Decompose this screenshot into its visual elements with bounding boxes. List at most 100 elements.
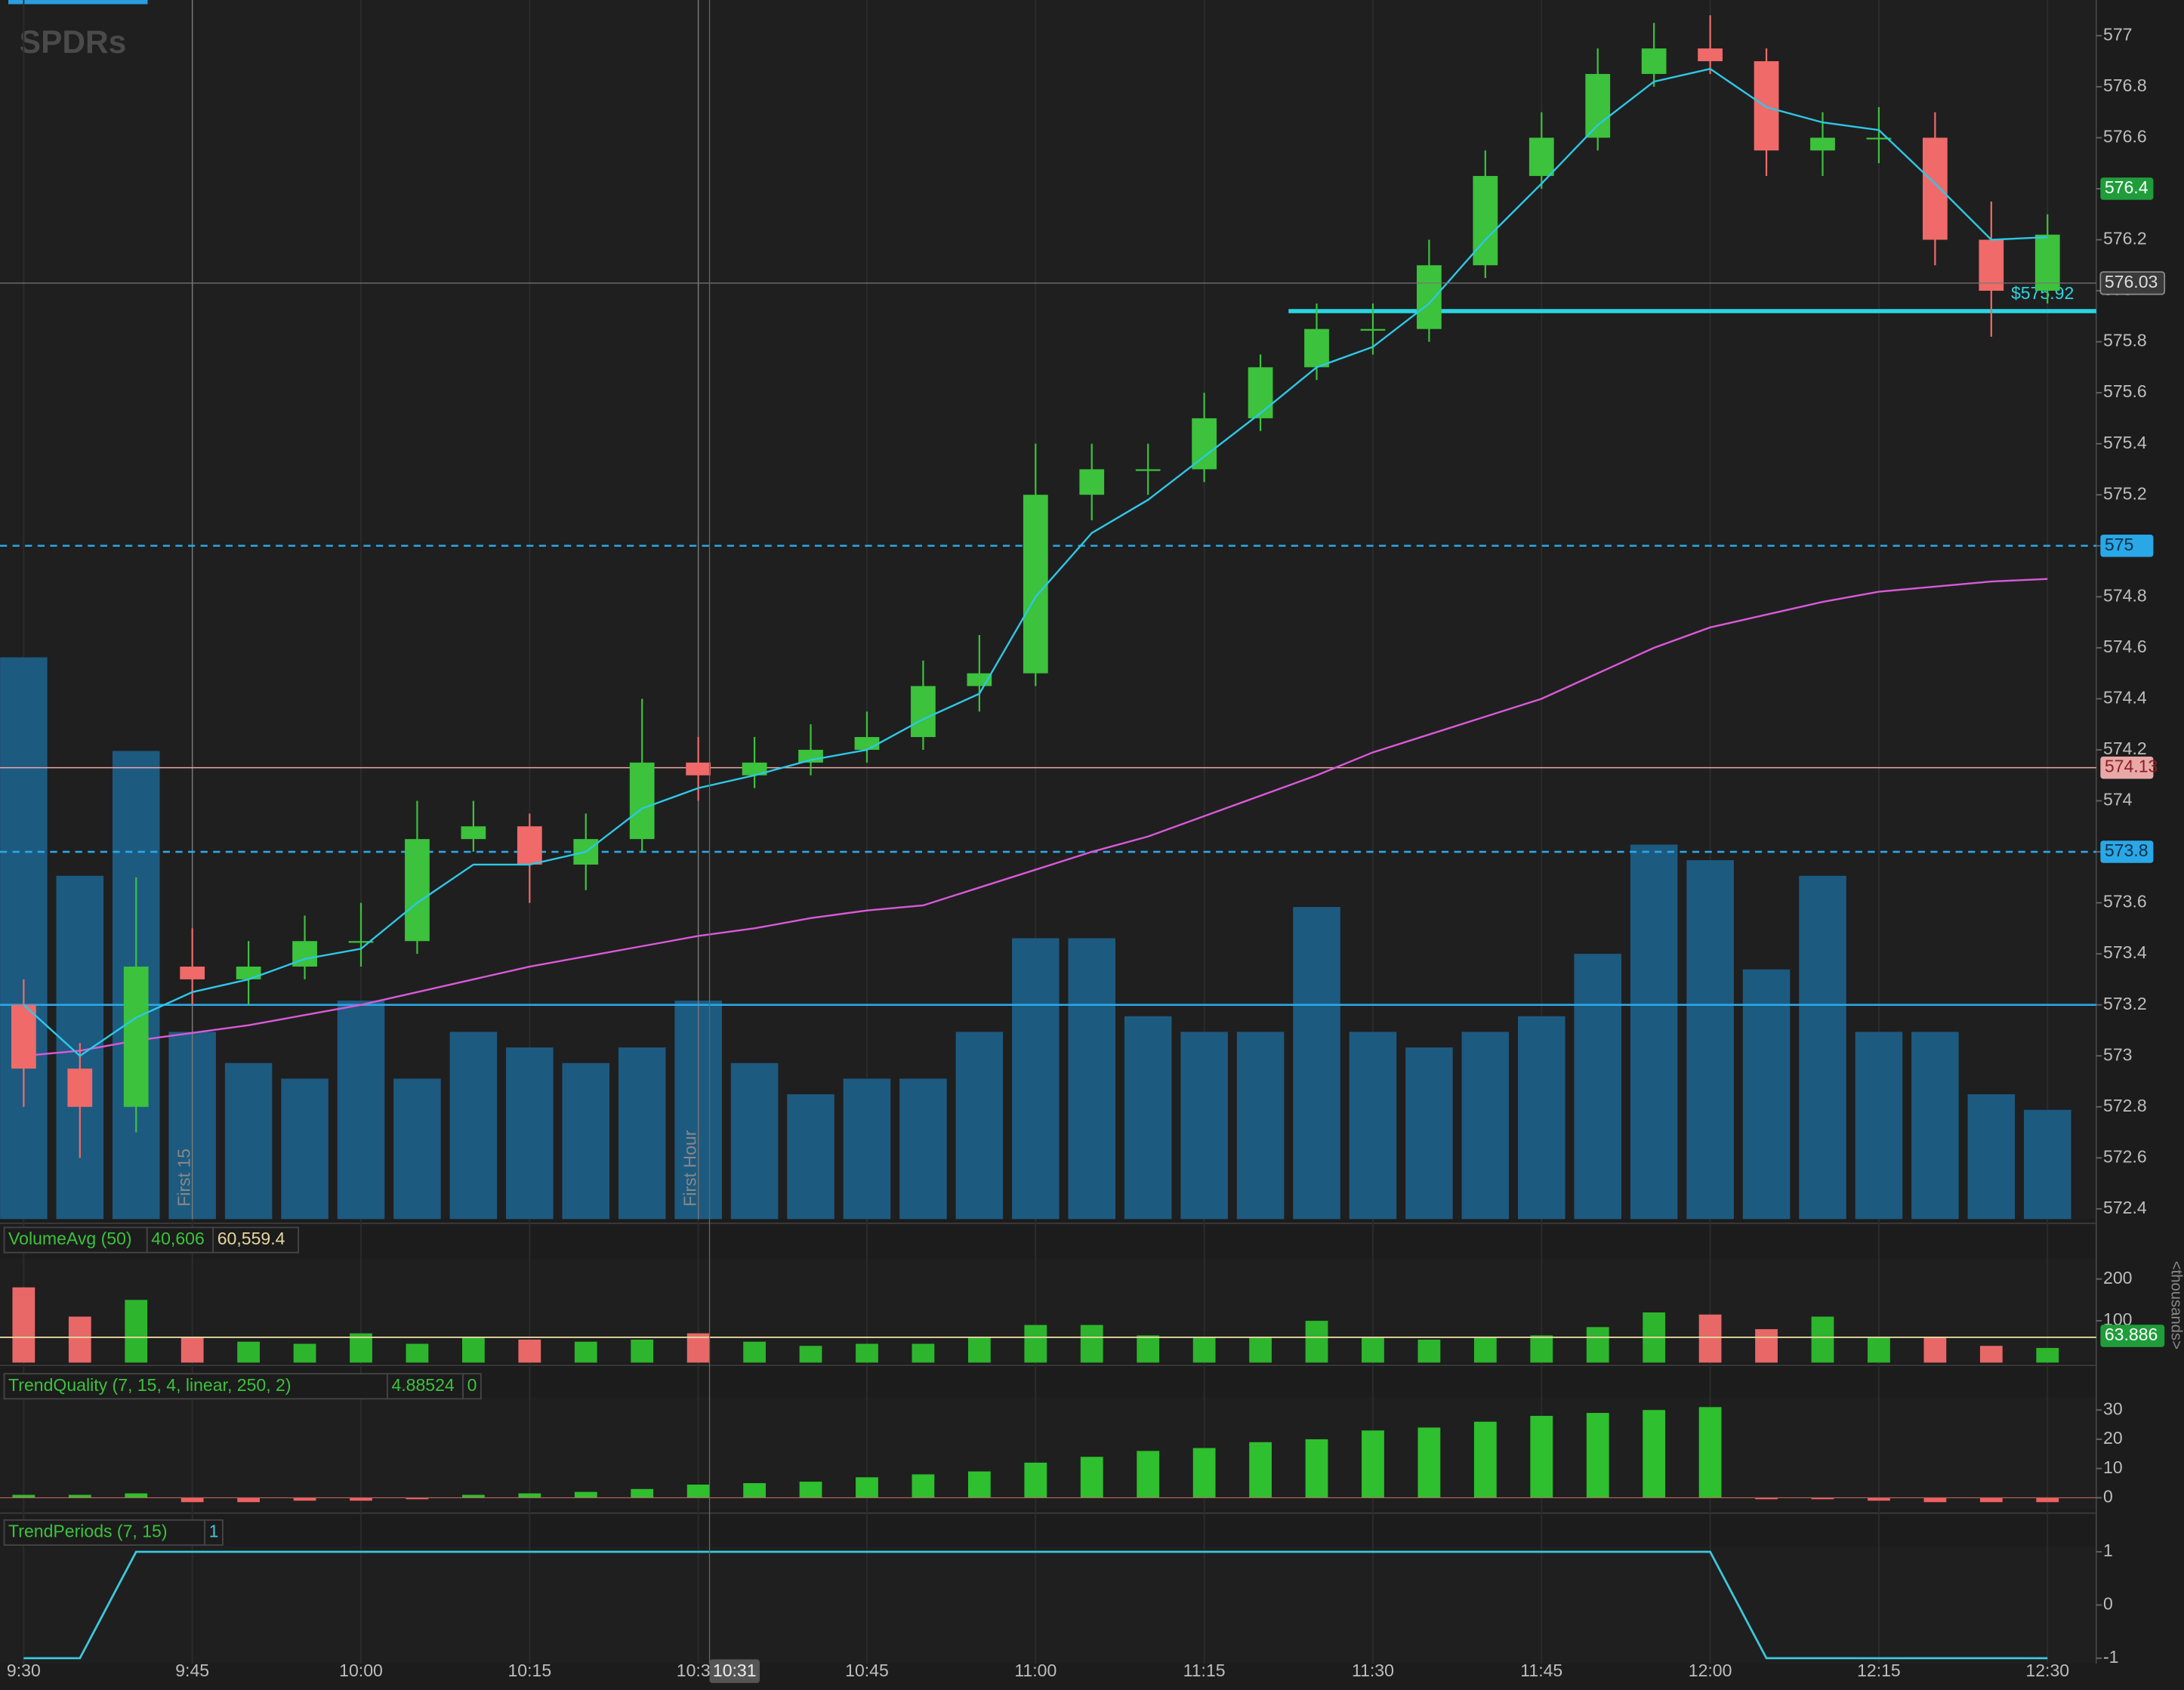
price-tag: [2100, 177, 2154, 200]
trend-quality-panel: [0, 1397, 2096, 1510]
candle-body: [1698, 48, 1723, 62]
bar: [686, 1333, 710, 1363]
candle-body: [1979, 239, 2004, 291]
y-tick-label: 574: [2103, 790, 2133, 810]
candle-body: [517, 826, 542, 865]
bar: [518, 1493, 541, 1498]
candle-body: [1360, 328, 1386, 331]
y-tick-label: 573: [2103, 1044, 2132, 1064]
bar: [1923, 1497, 1947, 1503]
bar: [12, 1494, 35, 1498]
price-tag: [2100, 840, 2154, 863]
bar: [1698, 1314, 1722, 1363]
bar: [350, 1497, 372, 1501]
annotation-label: First 15: [174, 1149, 194, 1207]
header-text: 1: [209, 1522, 219, 1541]
bar: [2036, 1497, 2059, 1503]
x-tick-label: 10:15: [507, 1661, 551, 1680]
candle-body: [1473, 176, 1498, 266]
bar: [631, 1339, 654, 1363]
bar: [1192, 1337, 1216, 1363]
y-tick-label: 575.4: [2103, 433, 2147, 452]
x-tick-label: 9:30: [7, 1661, 41, 1680]
header-box: [387, 1373, 464, 1400]
bar: [406, 1497, 429, 1500]
bar: [743, 1483, 766, 1498]
candle-body: [11, 1004, 36, 1069]
volume-overlay-bar: [1293, 907, 1340, 1220]
volume-overlay-bar: [0, 657, 48, 1220]
candle-body: [405, 839, 430, 942]
y-tick-label: 573.4: [2103, 942, 2147, 962]
y-tick-label: 30: [2103, 1399, 2123, 1418]
bar: [856, 1477, 878, 1498]
bar: [1137, 1335, 1160, 1363]
bar: [1362, 1430, 1384, 1498]
logo: SPDRs: [20, 24, 126, 60]
candle-body: [854, 737, 880, 750]
x-tick-label: 12:30: [2025, 1661, 2069, 1680]
y-tick-label: 0: [2103, 1594, 2113, 1614]
x-tick-label: 12:00: [1689, 1661, 1732, 1680]
y-tick-label: 575.2: [2103, 483, 2147, 503]
bar: [2036, 1348, 2059, 1363]
bar: [293, 1497, 316, 1501]
bar: [180, 1497, 204, 1503]
indicator-line: [23, 67, 2048, 1057]
header-box: [3, 1519, 206, 1547]
bar: [799, 1346, 822, 1363]
header-text: VolumeAvg (50): [8, 1229, 132, 1248]
y-tick-label: 572.8: [2103, 1096, 2147, 1115]
y-tick-label: 573.2: [2103, 994, 2147, 1013]
y-tick-label: 10: [2103, 1457, 2123, 1477]
volume-overlay-bar: [1855, 1032, 1903, 1220]
x-tick-label: 11:15: [1183, 1661, 1226, 1680]
bar: [1923, 1337, 1947, 1363]
volume-overlay-bar: [1180, 1032, 1228, 1220]
candle-body: [180, 967, 205, 979]
top-marker: [8, 0, 148, 5]
candle-body: [236, 967, 261, 979]
y-tick-label: 576.2: [2103, 229, 2147, 248]
volume-overlay-bar: [1742, 969, 1791, 1220]
bar: [1979, 1346, 2003, 1363]
volume-overlay-bar: [393, 1078, 441, 1220]
cursor-time-label: 10:31: [713, 1661, 757, 1680]
y-tick-label: 572.6: [2103, 1146, 2147, 1166]
header-box: [462, 1373, 482, 1400]
volume-overlay-bar: [899, 1078, 947, 1220]
bar: [1305, 1439, 1328, 1498]
volume-overlay-bar: [618, 1047, 666, 1220]
x-tick-label: 11:30: [1352, 1661, 1394, 1680]
bar: [574, 1341, 597, 1363]
price-tag: [2100, 534, 2154, 557]
candle-body: [1079, 469, 1105, 495]
y-tick-label: 0: [2103, 1487, 2113, 1507]
bar: [1698, 1407, 1722, 1498]
candle-body: [1135, 469, 1161, 471]
header-box: [212, 1226, 299, 1254]
bar: [1417, 1339, 1441, 1363]
volume-overlay-bar: [1068, 938, 1116, 1220]
bar: [1868, 1337, 1890, 1363]
bar: [1080, 1325, 1103, 1363]
bar: [518, 1339, 541, 1363]
bar: [1249, 1442, 1272, 1498]
y-tick-label: 574.6: [2103, 637, 2147, 656]
volume-overlay-bar: [1574, 954, 1621, 1220]
y-tick-label: 574.4: [2103, 687, 2147, 707]
bar: [1811, 1316, 1834, 1363]
y-tick-label: 20: [2103, 1428, 2123, 1448]
bar: [631, 1488, 654, 1498]
candle-body: [348, 941, 374, 943]
bar: [912, 1343, 935, 1363]
volume-unit: <thousands>: [2168, 1261, 2184, 1349]
volume-overlay-bar: [787, 1094, 834, 1220]
volume-overlay-bar: [1124, 1016, 1172, 1220]
bar: [1586, 1327, 1609, 1363]
y-tick-label: 576.6: [2103, 126, 2147, 146]
bar: [1530, 1415, 1553, 1498]
bar: [350, 1333, 372, 1363]
bar: [68, 1316, 91, 1363]
y-tick-label: 200: [2103, 1268, 2132, 1288]
